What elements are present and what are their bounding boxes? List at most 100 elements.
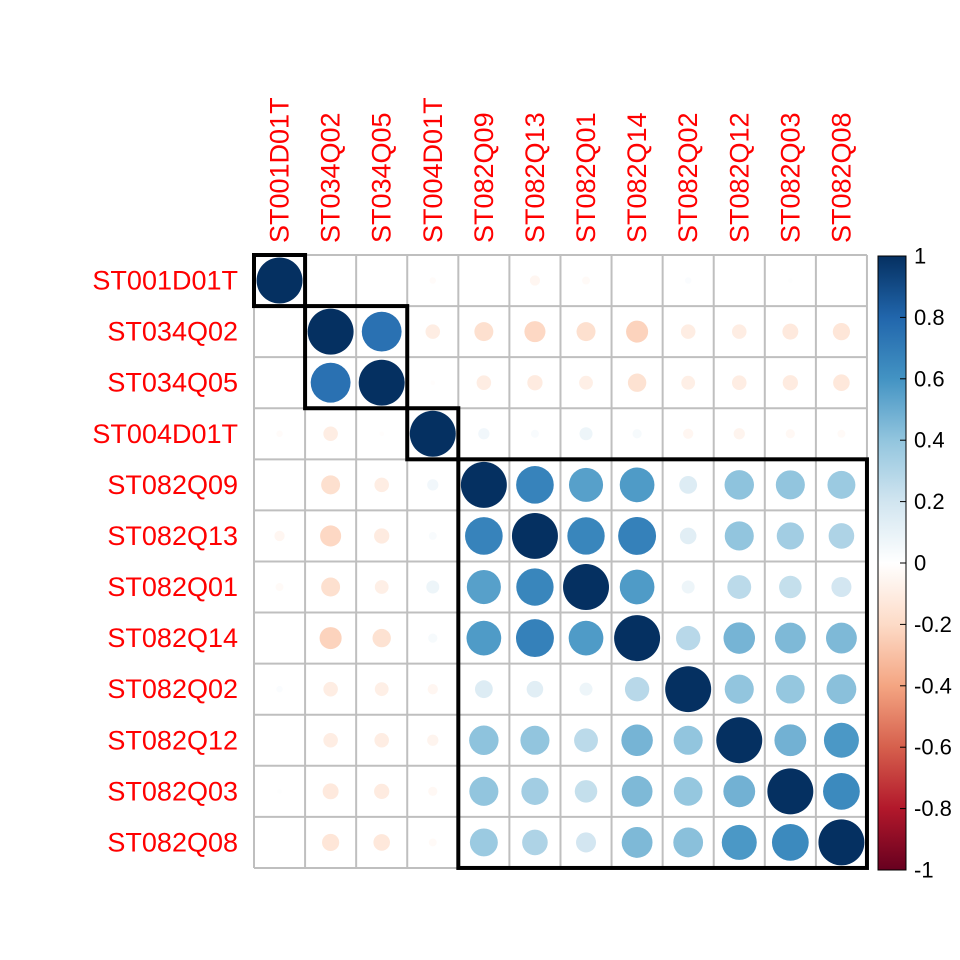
- corr-circle-ST082Q09-ST004D01T: [427, 479, 439, 491]
- row-label-ST082Q12: ST082Q12: [107, 725, 238, 755]
- corr-circle-ST082Q08-ST082Q14: [621, 827, 653, 858]
- corr-circle-ST082Q14-ST034Q02: [319, 627, 342, 650]
- corr-circle-ST082Q02-ST034Q05: [374, 682, 389, 697]
- corr-circle-ST034Q05-ST004D01T: [430, 380, 436, 385]
- colorbar-tick-label-0.2: 0.2: [914, 489, 945, 514]
- corr-circle-ST082Q08-ST034Q05: [373, 834, 390, 851]
- corr-circle-ST004D01T-ST034Q05: [379, 431, 384, 437]
- corr-circle-ST082Q02-ST082Q02: [665, 666, 712, 713]
- corr-circle-ST082Q01-ST082Q03: [779, 575, 802, 599]
- colorbar-tick-label-1: 1: [914, 244, 926, 269]
- corr-circle-ST082Q01-ST082Q13: [516, 568, 554, 606]
- corr-circle-ST082Q14-ST004D01T: [428, 633, 438, 643]
- corr-circle-ST004D01T-ST082Q02: [683, 428, 694, 439]
- col-label-ST082Q03: ST082Q03: [775, 112, 805, 243]
- corr-circle-ST034Q05-ST082Q03: [782, 375, 798, 391]
- row-label-ST082Q01: ST082Q01: [107, 572, 238, 602]
- corr-circle-ST034Q05-ST082Q01: [579, 375, 593, 390]
- corr-circle-ST082Q08-ST082Q13: [522, 829, 548, 856]
- cluster-rectangles: [252, 253, 869, 870]
- corr-circle-ST082Q08-ST082Q09: [469, 828, 498, 857]
- corr-circle-ST082Q08-ST082Q01: [576, 832, 597, 853]
- corr-circle-ST082Q09-ST082Q13: [516, 466, 554, 504]
- row-label-ST004D01T: ST004D01T: [92, 419, 238, 449]
- corr-circle-ST082Q09-ST082Q12: [724, 470, 754, 500]
- col-label-ST082Q13: ST082Q13: [520, 112, 550, 243]
- colorbar-tick-label-0: 0: [914, 551, 926, 576]
- column-labels: ST001D01T ST034Q02 ST034Q05 ST004D01T ST082Q…: [265, 97, 857, 243]
- corr-circle-ST034Q05-ST082Q02: [681, 375, 696, 390]
- corr-circle-ST082Q02-ST082Q01: [579, 682, 593, 696]
- corr-circle-ST082Q13-ST082Q03: [776, 522, 804, 550]
- corr-circle-ST082Q13-ST034Q05: [374, 528, 390, 544]
- colorbar-tick-label--1: -1: [914, 858, 934, 883]
- corr-circle-ST082Q12-ST004D01T: [427, 734, 439, 746]
- col-label-ST082Q12: ST082Q12: [724, 112, 754, 243]
- corr-circle-ST082Q01-ST034Q02: [321, 577, 341, 597]
- corr-circle-ST082Q13-ST001D01T: [274, 530, 285, 542]
- corr-circle-ST034Q05-ST082Q08: [833, 374, 850, 391]
- corr-circle-ST082Q01-ST082Q14: [619, 569, 655, 605]
- corr-circle-ST004D01T-ST082Q01: [579, 427, 593, 441]
- row-label-ST082Q14: ST082Q14: [107, 623, 238, 653]
- corr-circle-ST001D01T-ST082Q02: [684, 277, 692, 284]
- corr-circle-ST082Q03-ST004D01T: [428, 786, 438, 796]
- corr-circle-ST082Q14-ST082Q13: [515, 619, 554, 658]
- row-label-ST082Q08: ST082Q08: [107, 827, 238, 857]
- row-label-ST001D01T: ST001D01T: [92, 266, 238, 296]
- row-label-ST082Q03: ST082Q03: [107, 776, 238, 806]
- corr-circle-ST082Q14-ST082Q08: [826, 622, 857, 654]
- corr-circle-ST082Q13-ST082Q09: [465, 517, 503, 555]
- corr-circle-ST034Q05-ST034Q02: [310, 362, 351, 403]
- corr-circle-ST082Q08-ST004D01T: [428, 838, 437, 847]
- colorbar-tick-label-0.4: 0.4: [914, 428, 945, 453]
- corr-circle-ST001D01T-ST004D01T: [429, 277, 437, 284]
- corr-circle-ST082Q13-ST082Q12: [724, 521, 754, 551]
- row-label-ST082Q09: ST082Q09: [107, 470, 238, 500]
- corr-circle-ST082Q09-ST082Q02: [679, 475, 698, 494]
- corr-circle-ST004D01T-ST082Q14: [632, 429, 642, 439]
- corr-circle-ST082Q09-ST082Q08: [827, 470, 856, 499]
- corr-circle-ST082Q02-ST082Q12: [724, 674, 754, 704]
- corr-circle-ST034Q02-ST034Q05: [361, 311, 402, 352]
- corr-circle-ST082Q12-ST082Q03: [774, 724, 807, 757]
- corr-circle-ST082Q12-ST082Q14: [621, 724, 653, 757]
- col-label-ST082Q02: ST082Q02: [673, 112, 703, 243]
- corr-circle-ST082Q13-ST082Q08: [828, 523, 855, 549]
- corr-circle-ST082Q01-ST004D01T: [426, 580, 440, 594]
- corr-circle-ST082Q03-ST034Q05: [374, 783, 390, 799]
- corr-circle-ST082Q01-ST082Q12: [727, 575, 752, 599]
- corr-circle-ST004D01T-ST001D01T: [276, 430, 283, 438]
- corr-circle-ST082Q03-ST082Q13: [521, 777, 549, 805]
- corr-circle-ST034Q02-ST082Q01: [576, 322, 596, 342]
- corr-circle-ST001D01T-ST082Q03: [788, 278, 793, 283]
- corr-circle-ST082Q13-ST004D01T: [428, 531, 437, 540]
- corr-circle-ST082Q02-ST082Q08: [826, 674, 857, 705]
- corr-circle-ST082Q13-ST082Q14: [618, 516, 657, 555]
- corr-circle-ST034Q02-ST082Q02: [680, 324, 696, 339]
- corr-circle-ST034Q02-ST082Q12: [731, 324, 747, 339]
- corr-circle-ST082Q09-ST034Q02: [321, 475, 341, 495]
- col-label-ST082Q08: ST082Q08: [826, 112, 856, 243]
- corr-circle-ST082Q08-ST082Q02: [673, 827, 704, 858]
- corr-circle-ST034Q05-ST082Q14: [627, 373, 647, 392]
- corr-circle-ST082Q01-ST001D01T: [275, 583, 284, 592]
- corr-circle-ST034Q02-ST082Q03: [782, 323, 799, 340]
- col-label-ST082Q09: ST082Q09: [469, 112, 499, 243]
- cluster-rect-2: [303, 304, 410, 411]
- row-label-ST082Q02: ST082Q02: [107, 674, 238, 704]
- corr-circle-ST082Q02-ST082Q14: [624, 677, 650, 702]
- cluster-rect-1: [252, 253, 308, 309]
- corr-circle-ST082Q08-ST082Q03: [771, 824, 809, 861]
- colorbar-tick-label--0.8: -0.8: [914, 796, 952, 821]
- corr-circle-ST004D01T-ST082Q08: [837, 429, 846, 438]
- col-label-ST082Q01: ST082Q01: [571, 112, 601, 243]
- corr-circle-ST034Q02-ST034Q02: [307, 308, 354, 355]
- cluster-rect-3: [405, 406, 461, 462]
- row-labels: ST001D01T ST034Q02 ST034Q05 ST004D01T ST082Q…: [92, 266, 238, 858]
- col-label-ST001D01T: ST001D01T: [265, 97, 295, 243]
- corr-circle-ST082Q14-ST082Q02: [676, 625, 701, 651]
- row-label-ST082Q13: ST082Q13: [107, 521, 238, 551]
